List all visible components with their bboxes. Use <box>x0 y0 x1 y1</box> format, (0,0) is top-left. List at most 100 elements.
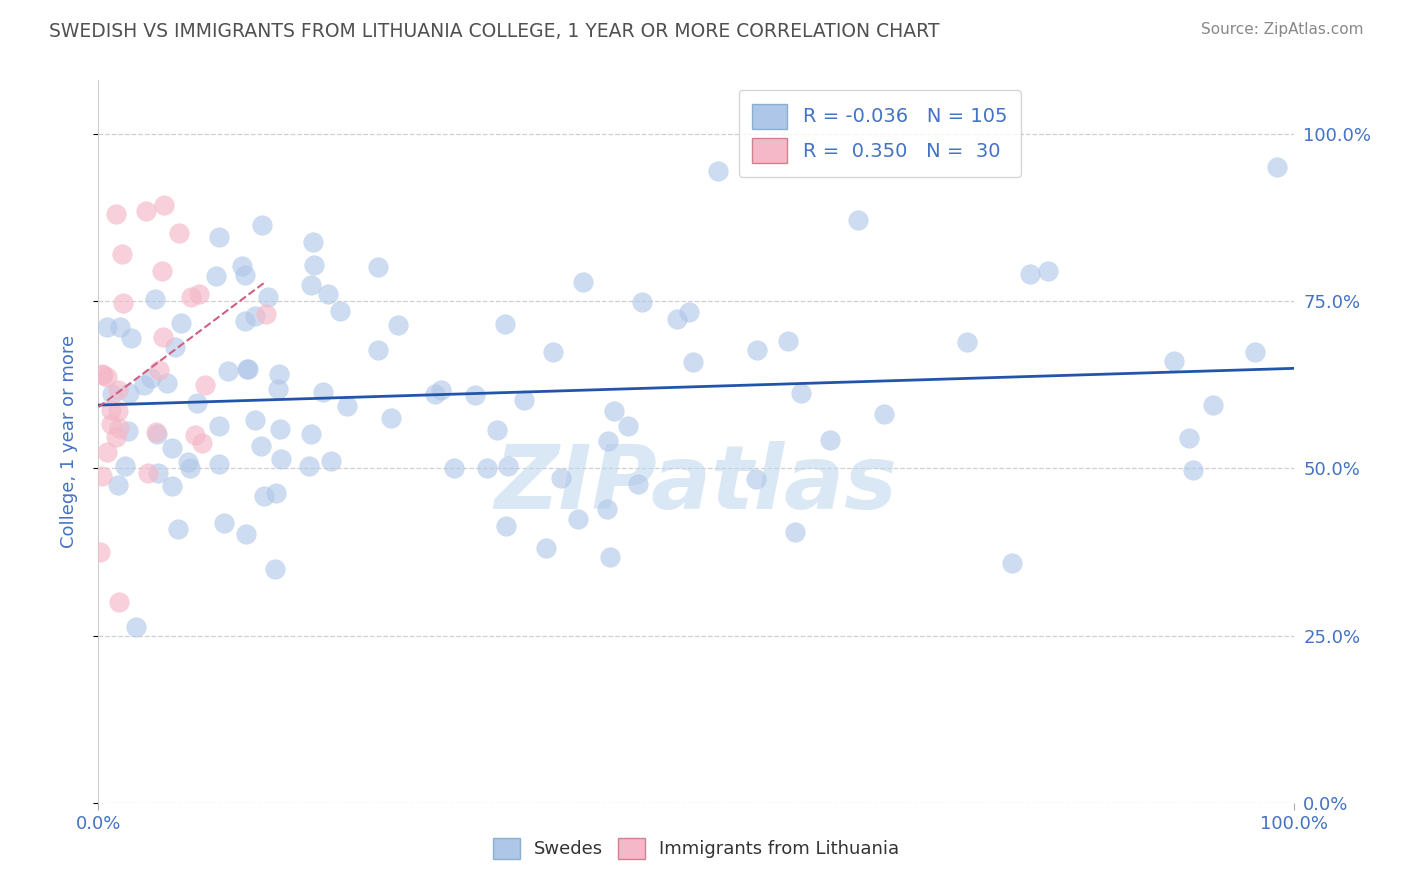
Point <box>785 524 807 539</box>
Point <box>105 430 128 444</box>
Point <box>599 549 621 564</box>
Point <box>263 562 285 576</box>
Point <box>299 426 322 441</box>
Point <box>96 444 118 458</box>
Point <box>567 512 589 526</box>
Point <box>872 407 894 421</box>
Point <box>110 320 132 334</box>
Point <box>707 164 730 178</box>
Point <box>336 399 359 413</box>
Point <box>1182 463 1205 477</box>
Point <box>253 490 276 504</box>
Point <box>160 442 183 456</box>
Point <box>745 472 768 486</box>
Point <box>267 383 290 397</box>
Point <box>146 427 169 442</box>
Point <box>145 425 167 440</box>
Point <box>150 264 173 278</box>
Point <box>316 287 339 301</box>
Point <box>107 403 129 417</box>
Point <box>512 392 534 407</box>
Point <box>191 436 214 450</box>
Point <box>311 385 333 400</box>
Point <box>1202 398 1225 412</box>
Point <box>820 433 842 447</box>
Point <box>256 290 278 304</box>
Point <box>598 434 620 449</box>
Point <box>235 526 257 541</box>
Point <box>156 376 179 391</box>
Point <box>180 289 202 303</box>
Point <box>91 468 114 483</box>
Point <box>1265 161 1288 175</box>
Text: SWEDISH VS IMMIGRANTS FROM LITHUANIA COLLEGE, 1 YEAR OR MORE CORRELATION CHART: SWEDISH VS IMMIGRANTS FROM LITHUANIA COL… <box>49 22 939 41</box>
Point <box>1018 267 1040 281</box>
Point <box>1001 557 1024 571</box>
Point <box>380 410 402 425</box>
Point <box>329 303 352 318</box>
Point <box>299 277 322 292</box>
Point <box>495 519 517 533</box>
Point <box>269 367 291 381</box>
Point <box>243 413 266 427</box>
Point <box>208 230 231 244</box>
Point <box>304 258 326 272</box>
Point <box>1036 263 1059 277</box>
Point <box>101 387 124 401</box>
Point <box>572 275 595 289</box>
Point <box>107 421 129 435</box>
Point <box>534 541 557 555</box>
Point <box>423 386 446 401</box>
Point <box>208 457 231 471</box>
Point <box>135 204 157 219</box>
Point <box>90 367 112 381</box>
Point <box>118 385 141 400</box>
Point <box>167 522 190 536</box>
Point <box>250 439 273 453</box>
Point <box>187 286 209 301</box>
Point <box>212 516 235 530</box>
Point <box>146 467 169 481</box>
Point <box>125 620 148 634</box>
Y-axis label: College, 1 year or more: College, 1 year or more <box>59 335 77 548</box>
Point <box>153 198 176 212</box>
Point <box>233 314 256 328</box>
Point <box>167 227 190 241</box>
Point <box>183 428 205 442</box>
Point <box>302 235 325 249</box>
Point <box>100 403 122 417</box>
Point <box>846 213 869 227</box>
Point <box>105 207 128 221</box>
Point <box>366 343 388 357</box>
Point <box>194 378 217 392</box>
Point <box>96 370 118 384</box>
Point <box>630 294 652 309</box>
Point <box>485 423 508 437</box>
Point <box>236 362 259 376</box>
Point <box>236 362 259 376</box>
Point <box>776 334 799 348</box>
Point <box>254 307 277 322</box>
Point <box>665 312 688 326</box>
Point <box>270 452 292 467</box>
Point <box>616 418 638 433</box>
Point <box>494 317 516 331</box>
Point <box>367 260 389 274</box>
Point <box>443 460 465 475</box>
Point <box>207 418 229 433</box>
Point <box>682 354 704 368</box>
Point <box>603 403 626 417</box>
Point <box>111 247 134 261</box>
Point <box>955 335 977 350</box>
Point <box>678 305 700 319</box>
Point <box>91 368 114 383</box>
Point <box>96 319 118 334</box>
Point <box>250 218 273 232</box>
Point <box>120 331 142 345</box>
Point <box>1244 344 1267 359</box>
Point <box>139 371 162 385</box>
Point <box>298 458 321 473</box>
Point <box>387 318 409 332</box>
Point <box>475 460 498 475</box>
Point <box>464 388 486 402</box>
